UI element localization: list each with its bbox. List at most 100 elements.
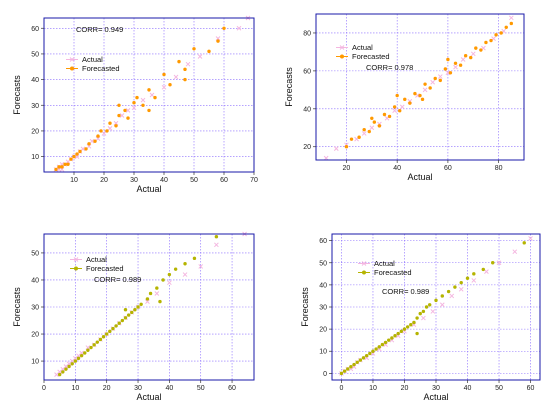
data-point-actual bbox=[508, 15, 514, 21]
x-tick-label: 40 bbox=[464, 385, 472, 392]
data-point-forecasted bbox=[339, 371, 344, 376]
y-tick-label: 60 bbox=[31, 26, 39, 33]
data-point-forecasted bbox=[459, 280, 463, 285]
legend-marker-forecasted bbox=[340, 54, 344, 59]
data-point-forecasted bbox=[183, 262, 187, 266]
data-point-forecasted bbox=[207, 49, 211, 54]
data-point-forecasted bbox=[427, 303, 432, 307]
data-point-actual bbox=[79, 350, 84, 356]
legend-label-actual: Actual bbox=[352, 43, 373, 52]
panel-3: 0 10 20 30 40 50 60 10 20 30 40 50 Actual Forecasts Ac… bbox=[12, 231, 255, 402]
data-point-forecasted bbox=[472, 272, 476, 276]
panel-1: 10 20 30 40 50 60 70102030405060ActualForecast… bbox=[12, 15, 258, 194]
data-point-forecasted bbox=[141, 103, 145, 107]
legend-label-forecasted: Forecasted bbox=[86, 264, 124, 273]
data-point-forecasted bbox=[463, 54, 468, 58]
y-tick-label: 30 bbox=[31, 103, 39, 110]
data-point-forecasted bbox=[372, 120, 377, 124]
correlation-annotation: CORR= 0.978 bbox=[366, 63, 413, 72]
data-point-forecasted bbox=[69, 157, 73, 161]
data-point-actual bbox=[59, 167, 65, 172]
data-point-forecasted bbox=[499, 31, 503, 35]
data-point-forecasted bbox=[392, 105, 397, 109]
y-tick-label: 50 bbox=[31, 250, 39, 257]
data-point-actual bbox=[449, 293, 455, 299]
x-tick-label: 0 bbox=[340, 385, 344, 392]
legend-marker-forecasted bbox=[74, 266, 78, 271]
data-point-forecasted bbox=[57, 372, 62, 377]
data-point-forecasted bbox=[139, 302, 143, 306]
panel-2: 20 40 60 8020406080ActualForecastsActualFor… bbox=[284, 13, 525, 182]
data-point-actual bbox=[215, 36, 221, 41]
data-point-forecasted bbox=[440, 294, 445, 298]
data-point-forecasted bbox=[371, 349, 375, 353]
data-point-forecasted bbox=[390, 336, 394, 340]
data-point-forecasted bbox=[61, 370, 65, 374]
data-point-actual bbox=[421, 315, 426, 321]
x-tick-label: 60 bbox=[228, 385, 236, 392]
data-point-actual bbox=[392, 108, 397, 114]
data-point-actual bbox=[140, 97, 146, 103]
x-tick-label: 60 bbox=[220, 177, 228, 184]
x-axis-title: Actual bbox=[136, 184, 161, 194]
y-tick-label: 80 bbox=[303, 30, 311, 37]
data-point-forecasted bbox=[408, 101, 412, 105]
data-point-actual bbox=[496, 260, 502, 266]
data-point-actual bbox=[74, 154, 80, 159]
panel-4: 0 10 20 30 40 50 600102030405060ActualForecast… bbox=[300, 233, 541, 402]
data-point-forecasted bbox=[108, 121, 112, 125]
data-point-actual bbox=[512, 249, 518, 255]
data-point-actual bbox=[430, 79, 436, 85]
data-point-forecasted bbox=[75, 152, 79, 156]
y-tick-label: 10 bbox=[319, 349, 327, 356]
data-point-actual bbox=[197, 54, 203, 59]
data-point-actual bbox=[95, 136, 101, 141]
data-point-forecasted bbox=[504, 25, 508, 29]
data-point-forecasted bbox=[402, 327, 407, 331]
data-point-forecasted bbox=[86, 348, 90, 352]
y-tick-label: 50 bbox=[31, 51, 39, 58]
data-point-forecasted bbox=[99, 129, 103, 133]
x-tick-label: 10 bbox=[70, 177, 78, 184]
data-point-actual bbox=[399, 104, 405, 110]
y-tick-label: 40 bbox=[319, 282, 327, 289]
data-point-forecasted bbox=[446, 57, 450, 62]
data-point-forecasted bbox=[398, 109, 402, 113]
y-tick-label: 0 bbox=[323, 371, 327, 378]
data-point-forecasted bbox=[155, 286, 159, 290]
data-point-forecasted bbox=[484, 40, 488, 45]
data-point-actual bbox=[86, 143, 92, 149]
data-point-forecasted bbox=[481, 267, 485, 272]
data-point-actual bbox=[361, 131, 367, 136]
data-point-forecasted bbox=[424, 305, 429, 309]
data-point-actual bbox=[80, 146, 86, 152]
data-point-forecasted bbox=[79, 353, 84, 358]
data-point-forecasted bbox=[438, 78, 442, 83]
data-point-forecasted bbox=[344, 145, 349, 149]
series-forecasted bbox=[339, 241, 526, 376]
data-point-actual bbox=[167, 280, 172, 286]
data-point-forecasted bbox=[453, 61, 458, 65]
data-point-actual bbox=[445, 70, 451, 76]
data-point-forecasted bbox=[78, 149, 82, 154]
data-point-forecasted bbox=[465, 276, 470, 280]
data-point-actual bbox=[369, 125, 375, 131]
data-point-actual bbox=[471, 278, 477, 283]
y-tick-label: 20 bbox=[31, 128, 39, 135]
data-point-actual bbox=[422, 87, 428, 93]
data-point-forecasted bbox=[387, 338, 391, 342]
data-point-forecasted bbox=[489, 38, 493, 43]
data-point-forecasted bbox=[387, 114, 392, 119]
data-point-forecasted bbox=[167, 272, 172, 277]
data-point-forecasted bbox=[491, 261, 495, 265]
y-tick-label: 60 bbox=[303, 68, 311, 75]
data-point-forecasted bbox=[418, 311, 422, 316]
data-point-forecasted bbox=[216, 39, 220, 43]
data-point-forecasted bbox=[346, 367, 350, 371]
data-point-actual bbox=[198, 264, 204, 269]
x-tick-label: 10 bbox=[71, 385, 79, 392]
data-point-forecasted bbox=[415, 331, 419, 336]
x-tick-label: 50 bbox=[190, 177, 198, 184]
